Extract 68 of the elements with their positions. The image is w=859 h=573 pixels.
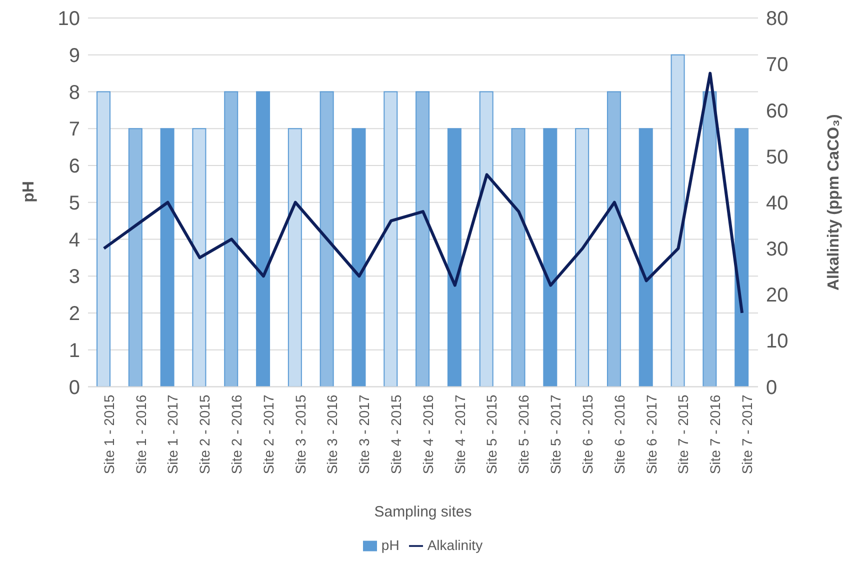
y2-tick-label: 10: [766, 330, 788, 353]
x-tick-label: Site 6 - 2015: [579, 394, 596, 474]
x-tick-label: Site 3 - 2017: [356, 394, 372, 474]
x-tick-label: Site 5 - 2015: [484, 394, 500, 474]
y-tick-label: 5: [68, 192, 80, 214]
x-tick-label: Site 1 - 2015: [100, 394, 117, 474]
y2-tick-label: 50: [766, 146, 788, 168]
y2-axis-title: Alkalinity (ppm CaCO₃): [826, 114, 843, 291]
bar: [543, 128, 558, 387]
x-axis-title: Sampling sites: [374, 504, 472, 521]
bar: [575, 128, 590, 387]
y2-tick-label: 30: [766, 238, 788, 261]
x-tick-label: Site 5 - 2016: [516, 394, 532, 474]
y2-tick-label: 80: [766, 8, 788, 30]
bar: [192, 128, 206, 387]
bar: [416, 91, 430, 387]
y-tick-label: 0: [68, 376, 80, 399]
x-tick-label: Site 1 - 2017: [164, 394, 181, 474]
y-tick-label: 2: [68, 303, 80, 326]
y-tick-label: 10: [58, 8, 80, 30]
bar: [384, 91, 398, 387]
y-tick-label: 3: [68, 266, 80, 288]
x-tick-label: Site 6 - 2017: [643, 394, 660, 474]
bar: [352, 128, 366, 387]
x-tick-label: Site 3 - 2016: [324, 394, 340, 474]
bar: [224, 91, 238, 387]
y-tick-label: 7: [68, 118, 80, 141]
y2-tick-label: 40: [766, 192, 788, 214]
y-tick-label: 1: [68, 340, 80, 362]
x-tick-label: Site 6 - 2016: [611, 394, 628, 474]
bar: [479, 91, 494, 387]
x-tick-label: Site 3 - 2015: [292, 394, 308, 474]
legend-label: pH: [381, 536, 400, 553]
legend-label: Alkalinity: [427, 536, 483, 553]
y2-tick-label: 70: [766, 54, 788, 76]
x-tick-label: Site 2 - 2017: [260, 394, 276, 474]
x-tick-label: Site 4 - 2015: [388, 394, 404, 474]
y2-tick-label: 20: [766, 284, 788, 307]
bar: [511, 128, 526, 387]
bar: [702, 91, 717, 387]
x-tick-label: Site 7 - 2016: [707, 394, 724, 474]
x-tick-label: Site 2 - 2016: [228, 394, 245, 474]
bar: [128, 128, 142, 387]
y2-tick-label: 0: [766, 376, 778, 399]
bar: [606, 91, 621, 387]
bar: [160, 128, 174, 387]
y-axis-title: pH: [20, 181, 38, 202]
y-tick-label: 6: [68, 156, 80, 178]
y-tick-label: 4: [68, 229, 80, 252]
bar: [320, 91, 334, 387]
bar: [96, 91, 110, 387]
x-tick-label: Site 4 - 2016: [420, 394, 436, 474]
bar: [638, 128, 653, 387]
bar: [447, 128, 462, 387]
bar: [670, 54, 685, 387]
x-tick-label: Site 5 - 2017: [548, 394, 564, 474]
x-tick-label: Site 1 - 2016: [132, 394, 149, 474]
x-tick-label: Site 7 - 2015: [675, 394, 692, 474]
x-tick-label: Site 2 - 2015: [196, 394, 213, 474]
y-tick-label: 8: [68, 82, 80, 104]
x-tick-label: Site 7 - 2017: [738, 394, 755, 474]
bar: [256, 91, 270, 387]
y-tick-label: 9: [68, 44, 80, 67]
x-tick-label: Site 4 - 2017: [452, 394, 468, 474]
y2-tick-label: 60: [766, 100, 788, 122]
line-series: [102, 72, 744, 314]
bar: [288, 128, 302, 387]
bar: [734, 128, 749, 387]
